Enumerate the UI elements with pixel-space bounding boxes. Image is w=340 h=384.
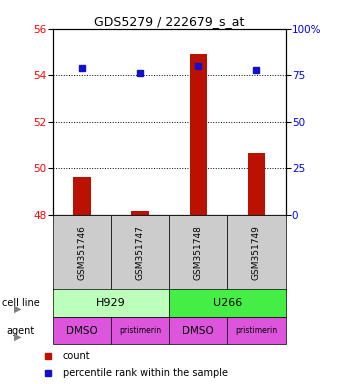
Text: agent: agent <box>7 326 35 336</box>
Text: ▶: ▶ <box>14 332 21 342</box>
Bar <box>73 177 90 215</box>
Text: pristimerin: pristimerin <box>235 326 277 335</box>
Text: GSM351748: GSM351748 <box>194 225 203 280</box>
Text: GSM351746: GSM351746 <box>77 225 86 280</box>
Text: cell line: cell line <box>2 298 39 308</box>
Text: count: count <box>63 351 90 361</box>
Bar <box>248 153 265 215</box>
Text: percentile rank within the sample: percentile rank within the sample <box>63 368 228 378</box>
Bar <box>53 317 111 344</box>
Bar <box>227 317 286 344</box>
Bar <box>169 317 227 344</box>
Bar <box>111 317 169 344</box>
Text: GSM351747: GSM351747 <box>136 225 144 280</box>
Bar <box>227 215 286 290</box>
Bar <box>53 289 169 317</box>
Bar <box>53 215 111 290</box>
Text: GSM351749: GSM351749 <box>252 225 261 280</box>
Text: U266: U266 <box>213 298 242 308</box>
Title: GDS5279 / 222679_s_at: GDS5279 / 222679_s_at <box>94 15 244 28</box>
Bar <box>131 211 149 215</box>
Text: H929: H929 <box>96 298 126 308</box>
Bar <box>189 55 207 215</box>
Text: pristimerin: pristimerin <box>119 326 161 335</box>
Text: DMSO: DMSO <box>66 326 98 336</box>
Bar <box>169 289 286 317</box>
Text: DMSO: DMSO <box>182 326 214 336</box>
Bar <box>169 215 227 290</box>
Text: ▶: ▶ <box>14 304 21 314</box>
Bar <box>111 215 169 290</box>
